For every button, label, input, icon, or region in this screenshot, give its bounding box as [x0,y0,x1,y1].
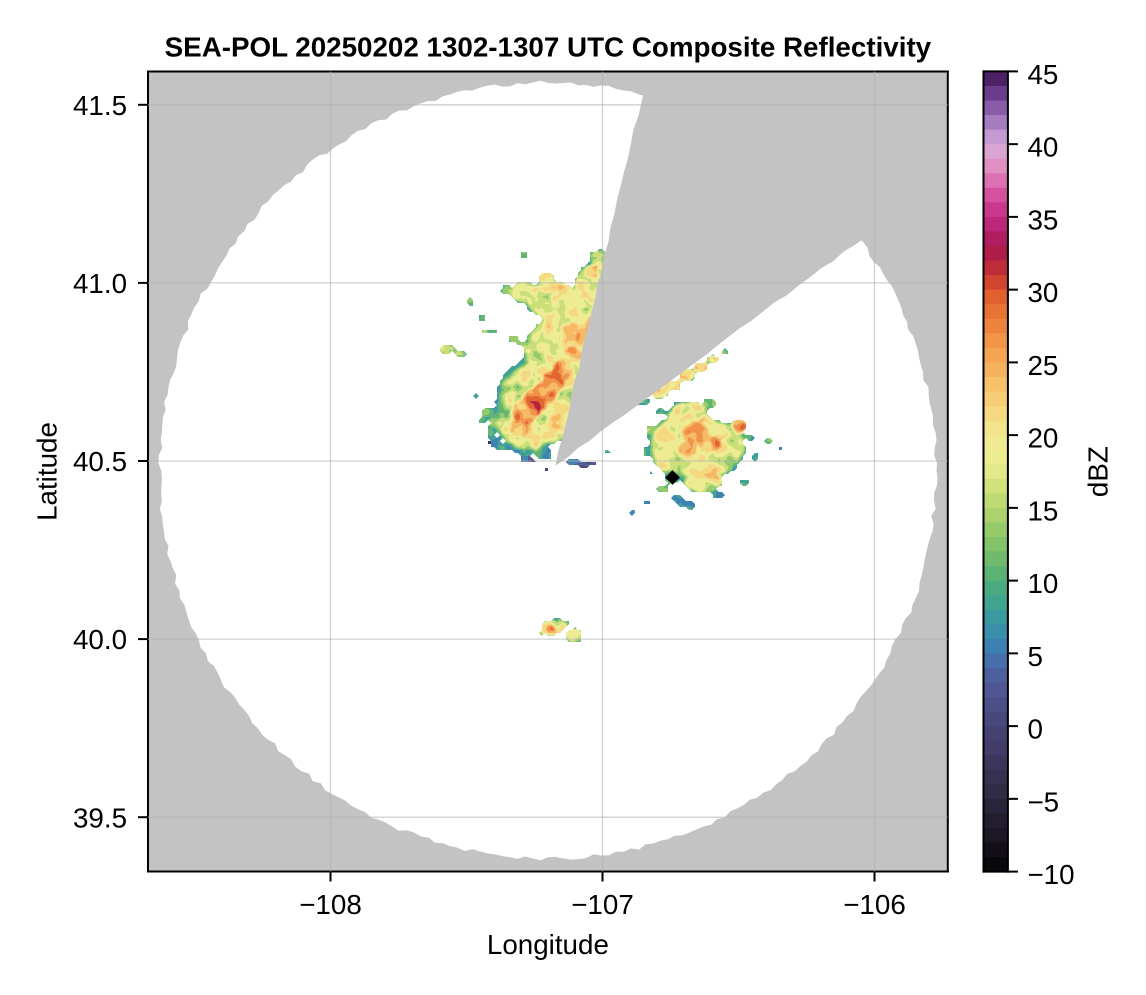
svg-text:−106: −106 [843,889,906,920]
svg-text:35: 35 [1027,204,1058,235]
svg-text:5: 5 [1027,641,1042,672]
svg-text:40.0: 40.0 [73,624,127,655]
svg-text:0: 0 [1027,714,1042,745]
svg-text:20: 20 [1027,423,1058,454]
svg-text:−107: −107 [571,889,634,920]
svg-text:−10: −10 [1027,859,1074,890]
svg-text:25: 25 [1027,350,1058,381]
svg-text:−108: −108 [299,889,362,920]
svg-text:39.5: 39.5 [73,802,127,833]
svg-text:41.5: 41.5 [73,90,127,121]
svg-text:30: 30 [1027,277,1058,308]
svg-text:15: 15 [1027,495,1058,526]
svg-text:40.5: 40.5 [73,446,127,477]
svg-text:−5: −5 [1027,786,1059,817]
svg-text:10: 10 [1027,568,1058,599]
svg-text:dBZ: dBZ [1083,446,1114,497]
svg-text:41.0: 41.0 [73,268,127,299]
svg-text:Latitude: Latitude [31,422,62,521]
svg-text:45: 45 [1027,59,1058,90]
svg-text:Longitude: Longitude [487,929,609,960]
svg-text:SEA-POL 20250202 1302-1307 UTC: SEA-POL 20250202 1302-1307 UTC Composite… [165,32,932,63]
svg-text:40: 40 [1027,132,1058,163]
